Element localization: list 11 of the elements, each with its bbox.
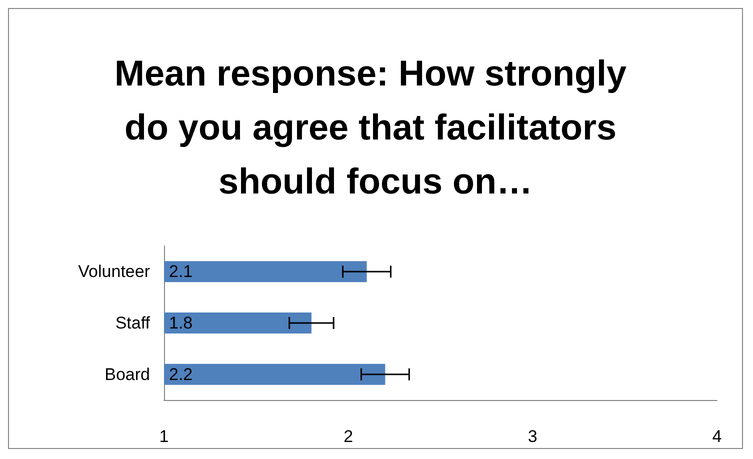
y-tick-label: Staff <box>115 314 150 332</box>
x-tick-label: 2 <box>344 427 354 446</box>
data-label: 1.8 <box>169 314 193 332</box>
chart-title: Mean response: How strongly do you agree that facilitators should focus on… <box>114 52 637 202</box>
y-tick-label: Board <box>104 364 150 384</box>
x-tick-label: 1 <box>159 427 169 446</box>
x-tick-label: 4 <box>712 427 722 446</box>
data-label: 2.2 <box>169 364 193 384</box>
data-label: 2.1 <box>169 262 193 282</box>
x-tick-label: 3 <box>528 427 538 446</box>
y-tick-label: Volunteer <box>78 262 150 282</box>
